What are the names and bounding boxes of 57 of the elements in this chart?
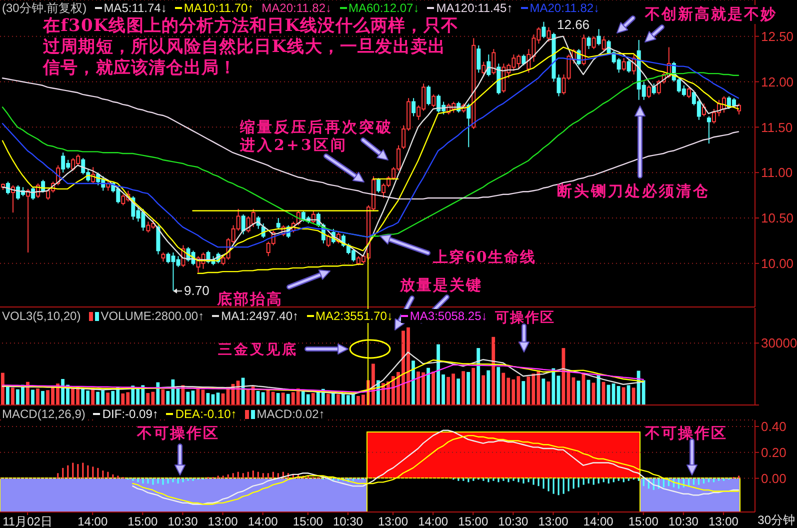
legend-label: MA10:11.70↑ xyxy=(184,1,254,15)
annotation: MA20:11.82↓ xyxy=(262,1,332,15)
legend-label: DIF:-0.09↑ xyxy=(102,407,158,421)
x-axis-title: 30分钟 xyxy=(758,513,795,527)
x-tick-label: 15:00 xyxy=(628,514,659,528)
x-tick-label: 13:00 xyxy=(378,514,408,528)
legend-label: MA2:3551.70↓ xyxy=(316,309,393,323)
annotation: 12.66 xyxy=(557,17,590,32)
legend-label: MA60:12.07↓ xyxy=(348,1,420,15)
legend-label: DEA:-0.10↑ xyxy=(175,407,237,421)
x-tick-label: 14:00 xyxy=(248,514,278,528)
annotation: 不可操作区 xyxy=(137,424,220,443)
y-tick-label: 30000 xyxy=(761,336,797,351)
y-tick-label: 11.00 xyxy=(761,165,793,180)
annotation: 在f30K线图上的分析方法和日K线没什么两样，只不过周期短，所以风险自然比日K线大，一旦发出卖出信号，就应该清仓出局！ xyxy=(43,16,460,79)
annotation: 放量是关键 xyxy=(400,276,482,295)
x-tick-label: 14:00 xyxy=(418,514,448,528)
legend-label: MA5:11.74↓ xyxy=(104,1,167,15)
legend-label: MA120:11.45↑ xyxy=(436,1,513,15)
x-tick-label: 13:00 xyxy=(708,514,739,528)
x-tick-label: 14:00 xyxy=(78,514,108,528)
legend-label: VOLUME:2800.00↑ xyxy=(100,309,204,323)
annotation: 不创新高就是不妙 xyxy=(645,5,777,24)
x-tick-label: 15:00 xyxy=(128,514,158,528)
x-tick-label: 10:30 xyxy=(168,514,198,528)
y-tick-label: 12.00 xyxy=(761,74,794,90)
annotation: 缩量反压后再次突破进入2+3区间 xyxy=(240,118,394,154)
x-tick-label: 13:00 xyxy=(538,514,569,528)
annotation: 三金叉见底 xyxy=(218,341,298,359)
y-tick-label: 0.40 xyxy=(761,419,786,434)
chart-title: VOL3(5,10,20) xyxy=(2,309,81,323)
legend-label: MACD:0.02↑ xyxy=(256,407,325,421)
x-tick-label: 10:30 xyxy=(332,514,364,528)
annotation: 9.70 xyxy=(184,283,210,298)
x-tick-label: 10:30 xyxy=(498,514,529,528)
y-tick-label: 0.20 xyxy=(761,445,786,460)
x-tick-label: 15:00 xyxy=(292,514,324,528)
annotation: 不可操作区 xyxy=(645,424,728,443)
y-tick-label: 10.50 xyxy=(761,210,794,226)
x-tick-label: 13:00 xyxy=(208,514,238,528)
annotation: 可操作区 xyxy=(495,309,555,327)
legend-label: MA20:11.82↓ xyxy=(530,1,600,15)
y-tick-label: 11.50 xyxy=(761,120,793,135)
x-tick-label: 11月02日 xyxy=(2,514,52,528)
x-tick-label: 14:00 xyxy=(583,514,614,528)
annotation: 断头铡刀处必须清仓 xyxy=(557,182,710,201)
chart-title: (30分钟.前复权) xyxy=(2,1,87,15)
y-tick-label: 10.00 xyxy=(761,256,794,272)
y-tick-label: 0.00 xyxy=(761,470,786,486)
legend-label: MA3:5058.25↓ xyxy=(410,309,488,323)
x-tick-label: 10:30 xyxy=(668,514,699,528)
annotation: 底部抬高 xyxy=(217,290,283,309)
chart-title: MACD(12,26,9) xyxy=(2,407,86,421)
legend-label: MA1:2497.40↑ xyxy=(221,309,298,323)
x-tick-label: 15:00 xyxy=(458,514,488,528)
annotation: 上穿60生命线 xyxy=(433,248,536,267)
y-tick-label: 12.50 xyxy=(761,28,794,44)
